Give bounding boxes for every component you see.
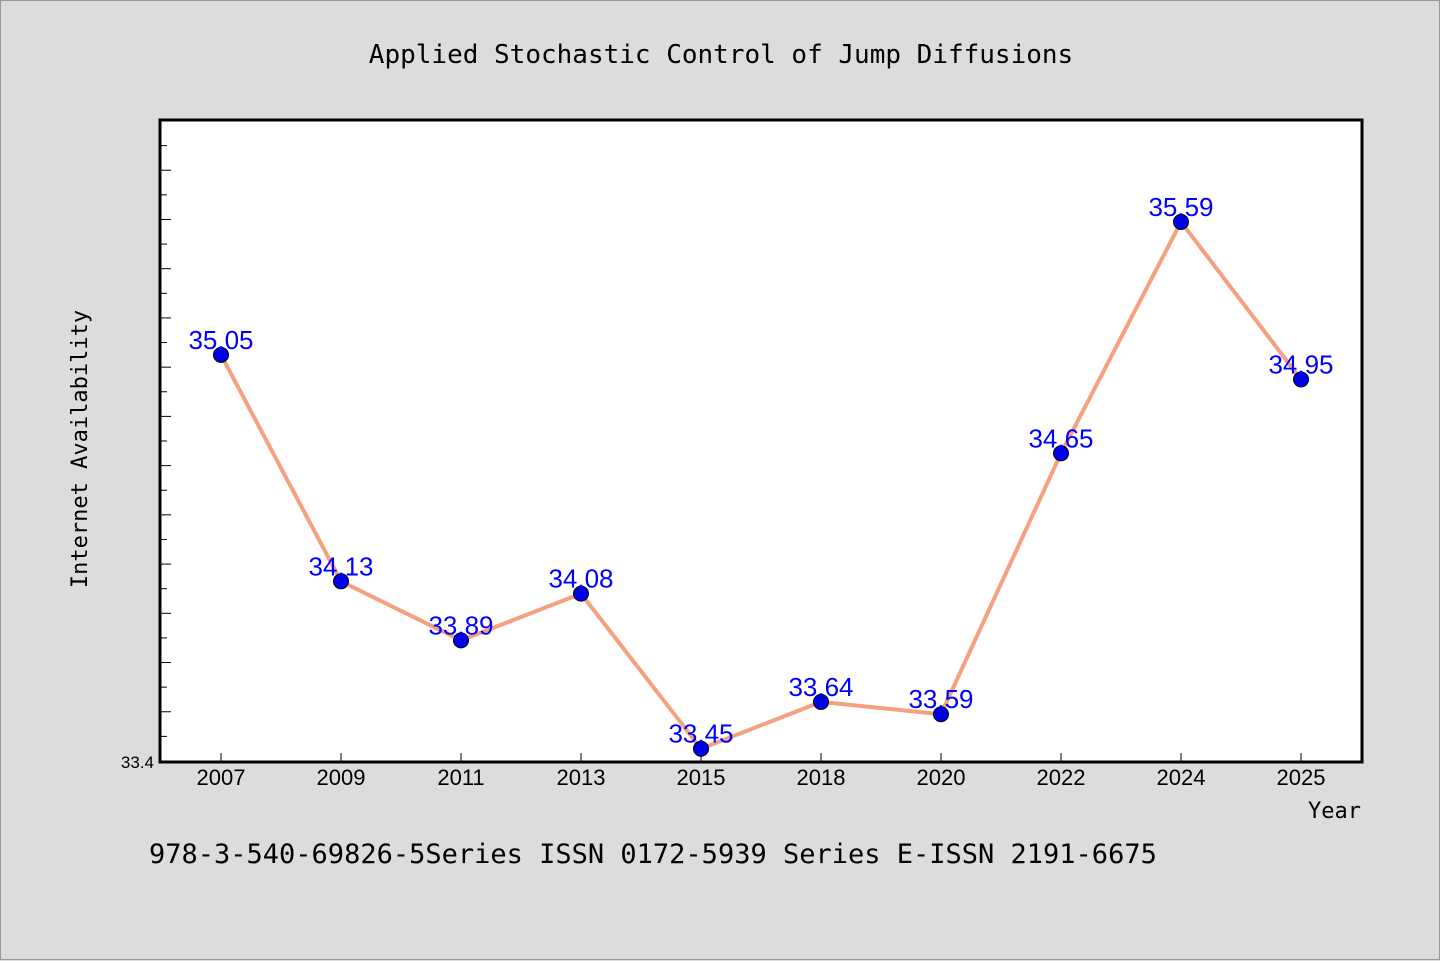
y-axis-ticks [161, 120, 171, 762]
plot-area [158, 118, 1364, 764]
x-tick-label: 2022 [1037, 765, 1086, 790]
data-label: 33.89 [428, 610, 493, 640]
data-label: 33.45 [668, 719, 733, 749]
data-label: 34.08 [548, 564, 613, 594]
data-label: 34.65 [1028, 423, 1093, 453]
data-point [813, 693, 829, 710]
x-tick-label: 2007 [197, 765, 246, 790]
data-label: 33.64 [788, 672, 853, 702]
data-label: 34.95 [1268, 349, 1333, 379]
series-layer [219, 219, 1303, 751]
x-tick-label: 2018 [797, 765, 846, 790]
data-label-layer: 35.05 34.13 33.89 34.08 33.45 33.64 33.59 34.65… [188, 192, 1333, 749]
footer-text: 978-3-540-69826-5Series ISSN 0172-5939 S… [149, 839, 1157, 870]
data-label: 33.59 [908, 684, 973, 714]
data-point [1293, 371, 1309, 388]
x-tick-label: 2011 [437, 765, 484, 790]
data-point [213, 346, 229, 363]
data-point [573, 585, 589, 602]
data-point [1173, 213, 1189, 230]
y-tick-label: 33.4 [121, 753, 154, 772]
marker-layer [213, 213, 1309, 757]
x-tick-label: 2024 [1157, 765, 1206, 790]
series-line [219, 219, 1303, 751]
x-tick-label: 2020 [917, 765, 966, 790]
data-point [693, 740, 709, 757]
data-label: 35.05 [188, 325, 253, 355]
x-tick-label: 2013 [557, 765, 606, 790]
data-point [453, 632, 469, 649]
data-point [333, 573, 349, 590]
y-axis-label: Internet Availability [68, 310, 93, 588]
data-label: 34.13 [308, 551, 373, 581]
x-tick-label: 2009 [317, 765, 366, 790]
data-point [933, 706, 949, 723]
x-axis-ticks: 2007 2009 2011 2013 2015 2018 2020 2022 2024 2025 [197, 753, 1326, 790]
x-tick-label: 2025 [1277, 765, 1326, 790]
data-point [1053, 445, 1069, 462]
x-axis-label: Year [1308, 799, 1361, 824]
x-tick-label: 2015 [677, 765, 726, 790]
data-label: 35.59 [1148, 192, 1213, 222]
chart-title: Applied Stochastic Control of Jump Diffu… [369, 40, 1073, 70]
